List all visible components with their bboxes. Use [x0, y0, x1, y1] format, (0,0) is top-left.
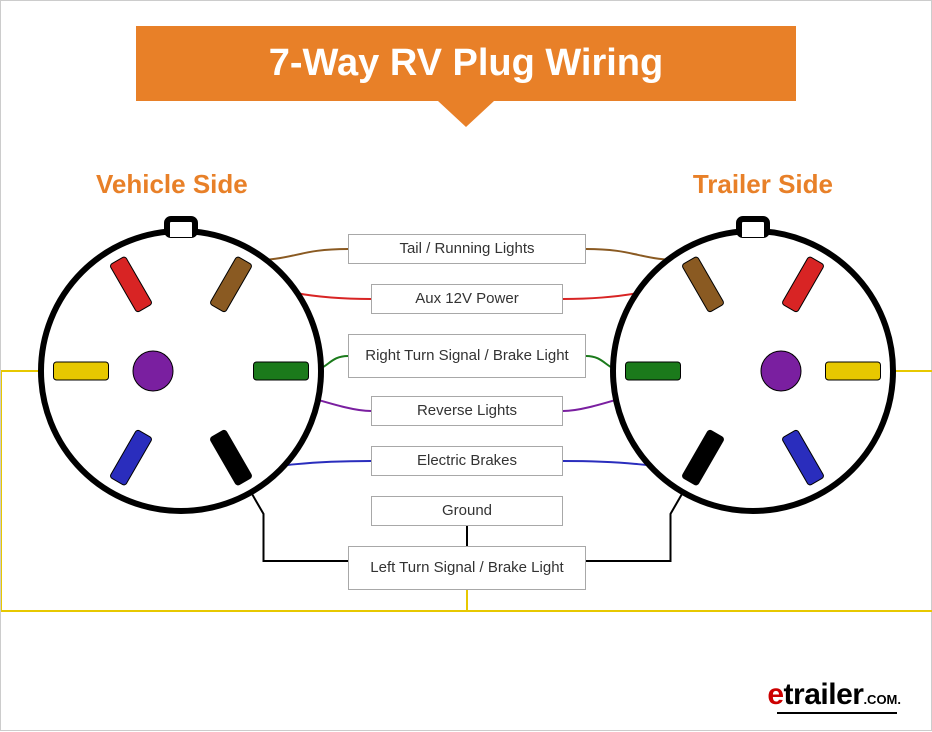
- fn-box-lt: Left Turn Signal / Brake Light: [348, 546, 586, 590]
- logo-underline: [777, 712, 897, 714]
- fn-box-brakes: Electric Brakes: [371, 446, 563, 476]
- pin-reverse: [133, 351, 173, 391]
- fn-box-tail: Tail / Running Lights: [348, 234, 586, 264]
- fn-box-reverse: Reverse Lights: [371, 396, 563, 426]
- fn-box-aux12v: Aux 12V Power: [371, 284, 563, 314]
- fn-box-ground: Ground: [371, 496, 563, 526]
- pin-lt: [826, 362, 881, 380]
- pin-rt: [626, 362, 681, 380]
- logo-accent: e: [767, 678, 783, 711]
- fn-box-rt: Right Turn Signal / Brake Light: [348, 334, 586, 378]
- logo-text: trailer: [784, 678, 864, 711]
- pin-rt: [254, 362, 309, 380]
- etrailer-logo: etrailer.COM.: [767, 678, 901, 712]
- pin-lt: [54, 362, 109, 380]
- pin-reverse: [761, 351, 801, 391]
- logo-suffix: .COM.: [863, 692, 901, 707]
